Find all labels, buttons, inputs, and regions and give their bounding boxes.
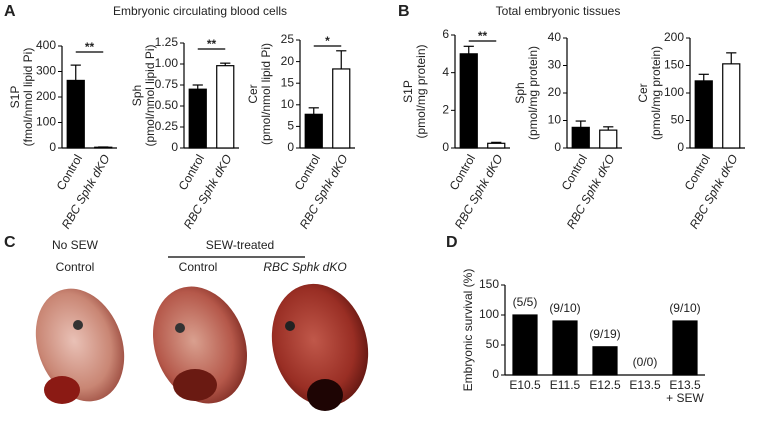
y-tick-label: 50 bbox=[486, 337, 500, 351]
bar bbox=[722, 63, 741, 149]
bar bbox=[66, 79, 85, 149]
condition-label: SEW-treated bbox=[206, 238, 274, 252]
y-tick-label: 200 bbox=[36, 89, 56, 103]
count-label: (9/19) bbox=[589, 327, 620, 341]
x-tick-label: E13.5 bbox=[629, 378, 661, 392]
y-tick-label: 150 bbox=[664, 58, 684, 72]
y-tick-label: 0 bbox=[49, 140, 56, 154]
y-tick-label: 0 bbox=[492, 367, 499, 381]
y-tick-label: 20 bbox=[281, 54, 295, 68]
y-tick-label: 200 bbox=[664, 30, 684, 44]
y-tick-label: 0 bbox=[287, 140, 294, 154]
panel-letter: C bbox=[4, 234, 16, 251]
y-axis-unit: (pmol/mg protein) bbox=[526, 46, 540, 140]
count-label: (9/10) bbox=[549, 301, 580, 315]
panel-letter: D bbox=[446, 234, 458, 251]
y-tick-label: 300 bbox=[36, 64, 56, 78]
y-tick-label: 10 bbox=[548, 113, 562, 127]
bar bbox=[592, 346, 618, 376]
y-tick-label: 0 bbox=[677, 140, 684, 154]
bar bbox=[552, 320, 578, 376]
panel-letter: A bbox=[4, 3, 16, 20]
panel-letter: B bbox=[398, 3, 410, 20]
count-label: (5/5) bbox=[513, 295, 538, 309]
y-tick-label: 2 bbox=[442, 103, 449, 117]
bar bbox=[332, 68, 351, 149]
y-tick-label: 0.75 bbox=[155, 77, 179, 91]
y-tick-label: 0.50 bbox=[155, 98, 179, 112]
y-tick-label: 0 bbox=[442, 140, 449, 154]
significance-label: ** bbox=[85, 40, 95, 54]
group-label: RBC Sphk dKO bbox=[263, 260, 346, 274]
y-tick-label: 0 bbox=[554, 140, 561, 154]
embryo-photo bbox=[35, 288, 125, 404]
x-tick-label: E10.5 bbox=[509, 378, 541, 392]
bar bbox=[512, 314, 538, 376]
y-axis-unit: (fmol/nmol lipid Pi) bbox=[21, 48, 35, 147]
embryo-photo bbox=[152, 286, 248, 404]
bar bbox=[571, 126, 590, 149]
y-tick-label: 4 bbox=[442, 65, 449, 79]
bar bbox=[216, 65, 235, 149]
y-tick-label: 100 bbox=[479, 307, 499, 321]
y-tick-label: 25 bbox=[281, 32, 295, 46]
y-tick-label: 0.25 bbox=[155, 119, 179, 133]
y-tick-label: 400 bbox=[36, 38, 56, 52]
bar bbox=[599, 129, 618, 149]
panel-title: Total embryonic tissues bbox=[496, 4, 621, 18]
bar bbox=[672, 320, 698, 376]
y-tick-label: 1.00 bbox=[155, 56, 179, 70]
y-tick-label: 10 bbox=[281, 97, 295, 111]
significance-label: ** bbox=[478, 29, 488, 43]
group-label: Control bbox=[179, 260, 218, 274]
x-tick-label: E11.5 bbox=[549, 378, 581, 392]
y-axis-label: Cer bbox=[246, 84, 260, 103]
significance-label: ** bbox=[207, 37, 217, 51]
y-axis-label: Sph bbox=[130, 85, 144, 106]
y-tick-label: 15 bbox=[281, 75, 295, 89]
y-axis-unit: (pmol/nmol lipid Pi) bbox=[259, 43, 273, 145]
y-axis-unit: (pmol/nmol lipid Pi) bbox=[143, 44, 157, 146]
x-tick-label: E12.5 bbox=[589, 378, 621, 392]
y-axis-label: Embryonic survival (%) bbox=[461, 269, 475, 392]
y-axis-unit: (pmol/mg protein) bbox=[414, 44, 428, 138]
x-tick-label: E13.5 + SEW bbox=[666, 378, 704, 405]
count-label: (0/0) bbox=[633, 355, 658, 369]
group-label: Control bbox=[56, 260, 95, 274]
y-tick-label: 150 bbox=[479, 277, 499, 291]
bar bbox=[304, 113, 323, 149]
count-label: (9/10) bbox=[669, 301, 700, 315]
y-tick-label: 20 bbox=[548, 85, 562, 99]
bar bbox=[188, 88, 207, 149]
y-axis-label: Sph bbox=[513, 82, 527, 103]
panel-title: Embryonic circulating blood cells bbox=[113, 4, 287, 18]
y-axis-label: S1P bbox=[401, 80, 415, 103]
y-tick-label: 30 bbox=[548, 58, 562, 72]
embryo-photo bbox=[271, 283, 369, 411]
bar bbox=[459, 53, 478, 149]
y-tick-label: 50 bbox=[671, 113, 685, 127]
y-tick-label: 40 bbox=[548, 30, 562, 44]
bar bbox=[487, 142, 506, 149]
y-axis-unit: (pmol/mg protein) bbox=[649, 46, 663, 140]
y-tick-label: 1.25 bbox=[155, 35, 179, 49]
y-tick-label: 5 bbox=[287, 119, 294, 133]
y-tick-label: 100 bbox=[664, 85, 684, 99]
y-axis-label: S1P bbox=[8, 86, 22, 109]
condition-label: No SEW bbox=[52, 238, 99, 252]
y-tick-label: 0 bbox=[171, 140, 178, 154]
y-axis-label: Cer bbox=[636, 83, 650, 102]
y-tick-label: 100 bbox=[36, 115, 56, 129]
bar bbox=[694, 80, 713, 149]
significance-label: * bbox=[325, 34, 330, 48]
y-tick-label: 6 bbox=[442, 27, 449, 41]
